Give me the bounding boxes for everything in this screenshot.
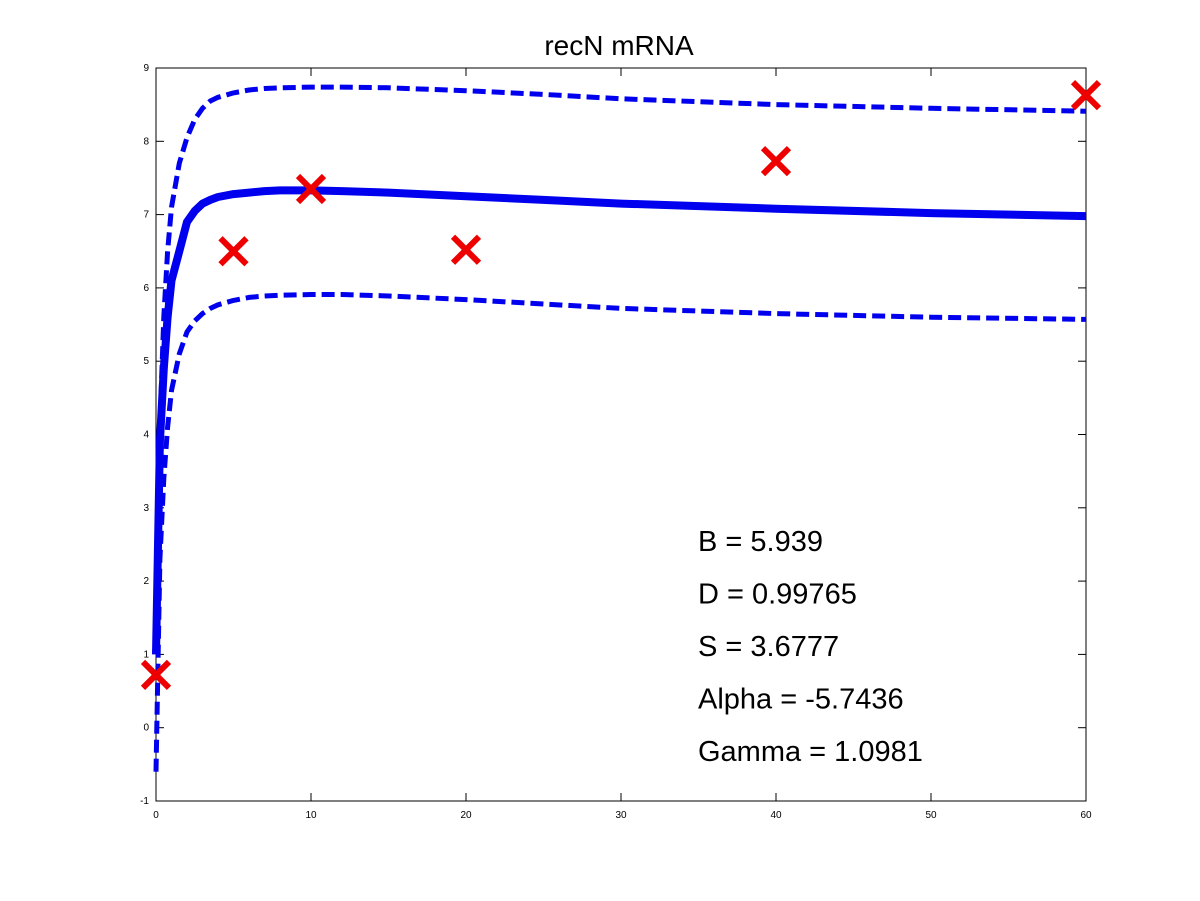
parameter-annotation: Alpha = -5.7436	[698, 684, 904, 716]
data-point-marker	[760, 145, 792, 177]
chart-title: recN mRNA	[544, 30, 694, 61]
x-tick-label: 30	[615, 810, 627, 821]
lower-bound-curve	[153, 292, 1087, 772]
y-tick-label: 7	[143, 210, 149, 221]
data-point-marker	[450, 234, 482, 265]
upper-bound-curve	[153, 84, 1087, 626]
y-tick-label: 4	[143, 430, 149, 441]
marker-group	[140, 79, 1102, 691]
y-tick-label: 3	[143, 503, 149, 514]
data-point-marker	[1070, 79, 1102, 111]
parameter-annotation: Gamma = 1.0981	[698, 736, 923, 768]
y-tick-label: 2	[143, 576, 149, 587]
data-point-marker	[295, 173, 327, 205]
x-tick-label: 60	[1080, 810, 1092, 821]
y-tick-label: 5	[143, 356, 149, 367]
x-tick-label: 10	[305, 810, 317, 821]
curve-group	[152, 84, 1087, 772]
parameter-annotation: B = 5.939	[698, 526, 823, 558]
x-tick-label: 20	[460, 810, 472, 821]
data-point-marker	[140, 659, 172, 691]
y-tick-label: 8	[143, 136, 149, 147]
annotation-group: B = 5.939 D = 0.99765 S = 3.6777 Alpha = -5…	[698, 526, 923, 768]
parameter-annotation: S = 3.6777	[698, 631, 839, 663]
y-tick-label: 6	[143, 283, 149, 294]
data-point-marker	[218, 236, 249, 267]
y-tick-label: 1	[143, 649, 149, 660]
x-tick-label: 40	[770, 810, 782, 821]
x-tick-label: 0	[153, 810, 159, 821]
parameter-annotation: D = 0.99765	[698, 579, 857, 611]
x-tick-label: 50	[925, 810, 937, 821]
y-tick-label: 9	[143, 63, 149, 74]
y-tick-label: -1	[140, 796, 149, 807]
y-tick-label: 0	[143, 723, 149, 734]
fit-curve	[152, 186, 1087, 655]
